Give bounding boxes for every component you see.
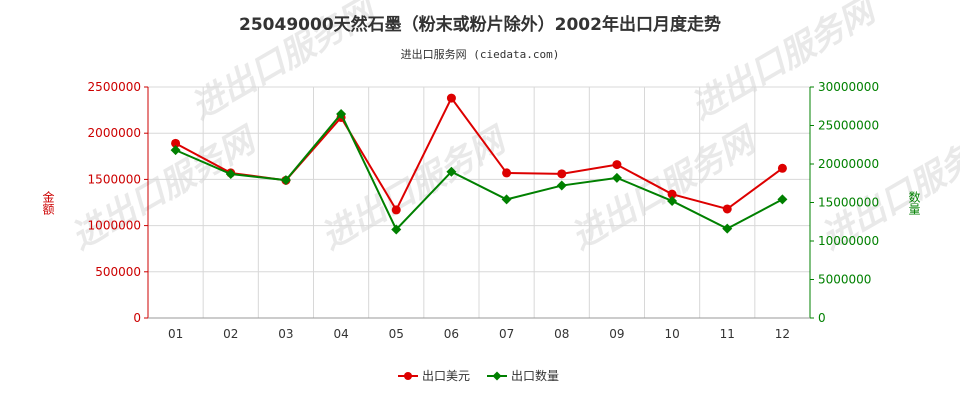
data-point-circle [171, 138, 181, 148]
data-point-diamond [667, 195, 678, 206]
data-point-circle [502, 168, 512, 178]
legend-item-export-quantity[interactable]: 出口数量 [487, 368, 559, 383]
x-tick-label: 02 [223, 327, 238, 341]
data-point-diamond [391, 224, 402, 235]
legend-marker-diamond [492, 371, 502, 381]
data-point-circle [777, 163, 787, 173]
data-point-diamond [777, 194, 788, 205]
x-tick-label: 06 [444, 327, 459, 341]
x-tick-label: 11 [720, 327, 735, 341]
data-point-diamond [336, 108, 347, 119]
series-layer [170, 93, 788, 235]
data-point-circle [722, 204, 732, 214]
y-tick-label-right: 20000000 [818, 157, 879, 171]
legend-marker-circle [404, 372, 412, 380]
y-tick-label-left: 1500000 [88, 172, 141, 186]
y-tick-label-right: 5000000 [818, 273, 871, 287]
legend-item-export-usd[interactable]: 出口美元 [398, 369, 470, 383]
y-tick-label-left: 0 [133, 311, 141, 325]
watermark-text: 进出口服务网 [565, 119, 766, 258]
x-tick-label: 10 [664, 327, 679, 341]
chart-subtitle: 进出口服务网 (ciedata.com) [401, 47, 560, 61]
y-tick-label-right: 25000000 [818, 119, 879, 133]
legend-label: 出口数量 [511, 368, 559, 383]
x-tick-label: 08 [554, 327, 569, 341]
y-tick-label-right: 0 [818, 311, 826, 325]
x-tick-label: 09 [609, 327, 624, 341]
data-point-diamond [170, 145, 181, 156]
y-tick-label-left: 2500000 [88, 80, 141, 94]
chart-title: 25049000天然石墨（粉末或粉片除外）2002年出口月度走势 [239, 14, 721, 35]
y-tick-label-left: 2000000 [88, 126, 141, 140]
x-tick-label: 04 [333, 327, 348, 341]
series-export-quantity [170, 108, 788, 235]
x-tick-label: 03 [278, 327, 293, 341]
data-point-circle [612, 160, 622, 170]
data-point-diamond [280, 175, 291, 186]
x-tick-label: 01 [168, 327, 183, 341]
y-tick-label-right: 15000000 [818, 196, 879, 210]
series-line [175, 112, 783, 232]
data-point-diamond [225, 169, 236, 180]
y-axis-label-right: 数量 [907, 190, 921, 215]
x-tick-label: 12 [775, 327, 790, 341]
data-point-diamond [722, 223, 733, 234]
data-point-diamond [611, 172, 622, 183]
data-point-circle [391, 205, 401, 215]
data-point-circle [446, 93, 456, 103]
tick-labels: 0500000100000015000002000000250000005000… [88, 80, 880, 341]
data-point-diamond [501, 194, 512, 205]
x-tick-label: 05 [389, 327, 404, 341]
legend: 出口美元 出口数量 [398, 368, 559, 383]
legend-label: 出口美元 [422, 369, 470, 383]
data-point-circle [557, 169, 567, 179]
x-tick-label: 07 [499, 327, 514, 341]
y-tick-label-right: 10000000 [818, 234, 879, 248]
data-point-diamond [446, 166, 457, 177]
y-tick-label-left: 1000000 [88, 219, 141, 233]
y-axis-label-left: 金额 [41, 190, 55, 216]
y-tick-label-left: 500000 [95, 265, 141, 279]
y-tick-label-right: 30000000 [818, 80, 879, 94]
data-point-diamond [556, 180, 567, 191]
data-point-circle [667, 189, 677, 199]
